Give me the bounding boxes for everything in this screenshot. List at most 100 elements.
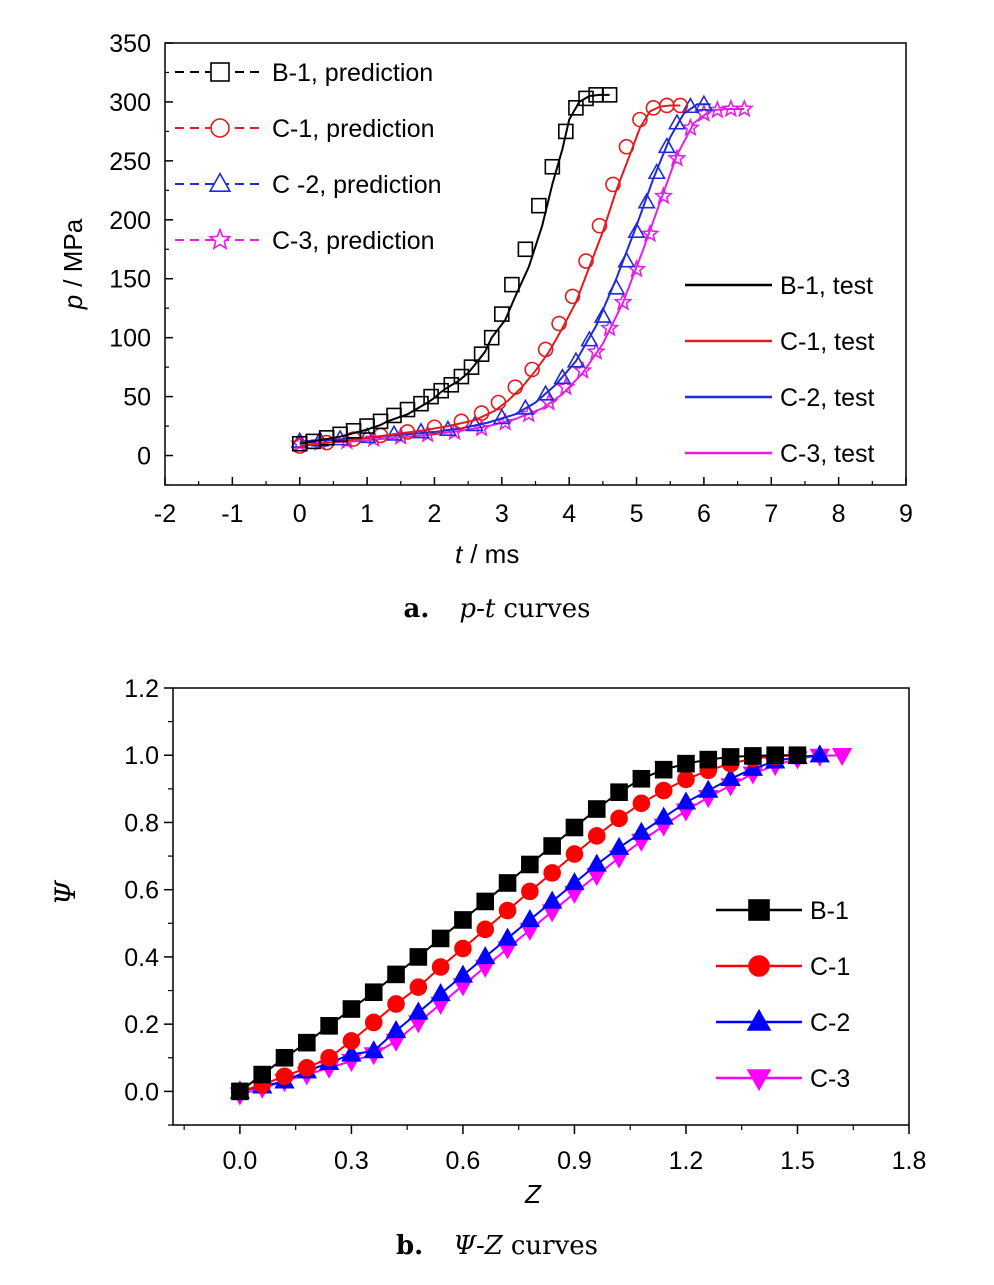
point-C-2 — [358, 426, 377, 444]
point-B-1 — [504, 276, 520, 293]
point-B-1 — [601, 87, 618, 103]
point-C-3 — [640, 223, 660, 243]
point-C-1 — [364, 1013, 383, 1032]
point-B-1 — [342, 1000, 361, 1018]
point-C-3 — [556, 376, 576, 396]
y-tick-label-a: 350 — [109, 30, 151, 58]
point-C-1 — [409, 978, 428, 996]
x-tick-label-a: 8 — [832, 500, 846, 528]
point-B-1 — [654, 760, 673, 779]
legend-marker-C-1 — [748, 955, 770, 977]
legend-test-label-C-3: C-3, test — [780, 440, 875, 468]
point-C-1 — [610, 809, 628, 828]
point-B-1 — [409, 948, 428, 966]
point-C-3 — [831, 748, 853, 767]
point-B-1 — [443, 377, 460, 393]
x-tick-label-a: -2 — [154, 500, 176, 528]
point-B-1 — [587, 800, 606, 818]
y-tick-label-b: 0.0 — [124, 1078, 159, 1106]
point-C-1 — [677, 770, 695, 789]
point-C-2 — [536, 384, 555, 401]
point-C-1 — [298, 1059, 316, 1077]
y-tick-label-a: 250 — [109, 148, 151, 176]
point-B-1 — [431, 929, 450, 948]
point-C-3 — [572, 360, 593, 379]
point-C-1 — [507, 379, 524, 395]
x-tick-label-a: 4 — [562, 500, 576, 528]
x-tick-label-a: 9 — [899, 500, 913, 528]
point-C-1 — [605, 176, 621, 193]
point-B-1 — [454, 911, 472, 929]
point-B-1 — [473, 346, 490, 362]
point-B-1 — [521, 855, 539, 874]
point-C-1 — [578, 253, 594, 269]
y-tick-label-a: 150 — [109, 266, 151, 294]
series-line-C-3 — [299, 108, 745, 445]
point-B-1 — [494, 306, 510, 322]
legend-label-C-3: C-3 — [810, 1065, 850, 1093]
point-B-1 — [433, 382, 449, 399]
point-C-3 — [599, 318, 620, 337]
legend-pred-label-C-2: C -2, prediction — [272, 171, 442, 199]
point-C-2 — [408, 1001, 429, 1020]
point-B-1 — [699, 750, 718, 769]
point-C-1 — [543, 864, 561, 882]
point-C-3 — [586, 341, 606, 361]
chart-a: -2 -1 0 1 2 3 4 5 6 7 8 9 0 50 100 150 200 250 300 350 t / m… — [58, 30, 913, 624]
point-B-1 — [298, 1033, 316, 1052]
point-C-3 — [707, 99, 728, 119]
point-C-1 — [320, 1048, 338, 1067]
point-C-1 — [537, 341, 554, 358]
caption-b: b. Ψ-Z curves — [396, 1231, 598, 1261]
point-B-1 — [253, 1065, 272, 1084]
point-C-1 — [498, 901, 517, 920]
legend-marker-C-2 — [746, 1008, 772, 1031]
x-tick-label-b: 0.0 — [223, 1147, 258, 1175]
point-C-1 — [591, 217, 608, 234]
point-C-2 — [720, 767, 741, 786]
point-B-1 — [677, 754, 695, 773]
point-C-2 — [593, 306, 612, 323]
legend-test-label-C-2: C-2, test — [780, 384, 875, 412]
y-tick-label-a: 100 — [109, 325, 151, 353]
legend-marker-C-3 — [746, 1069, 772, 1092]
point-B-1 — [517, 241, 534, 258]
point-C-1 — [275, 1067, 294, 1086]
x-axis-title-b: Z — [524, 1179, 542, 1209]
legend-pred-marker-B-1 — [210, 62, 230, 82]
point-C-2 — [492, 408, 511, 425]
point-C-2 — [653, 806, 674, 825]
point-C-2 — [637, 192, 656, 209]
point-C-3 — [667, 148, 687, 167]
point-C-1 — [473, 405, 490, 421]
point-B-1 — [320, 1017, 338, 1035]
x-tick-label-b: 1.5 — [780, 1147, 815, 1175]
legend-pred-marker-C-3 — [208, 227, 232, 251]
series-line-C-1 — [239, 754, 798, 1093]
x-tick-label-a: -1 — [221, 500, 243, 528]
point-C-2 — [809, 744, 830, 763]
point-B-1 — [568, 100, 584, 116]
point-C-2 — [519, 909, 541, 928]
point-C-2 — [475, 946, 496, 965]
point-C-2 — [553, 368, 572, 385]
point-C-3 — [613, 292, 633, 311]
point-B-1 — [558, 123, 574, 140]
point-C-2 — [430, 983, 451, 1002]
point-B-1 — [463, 359, 480, 375]
legend-marker-B-1 — [748, 899, 770, 921]
point-C-1 — [426, 419, 443, 436]
legend-pred-label-B-1: B-1, prediction — [272, 59, 433, 87]
caption-a: a. p-t curves — [404, 594, 591, 624]
point-C-2 — [694, 94, 713, 111]
point-C-1 — [632, 794, 651, 813]
point-C-2 — [452, 964, 474, 983]
y-tick-label-a: 50 — [123, 384, 151, 412]
point-C-2 — [667, 113, 687, 130]
point-C-1 — [524, 361, 540, 378]
point-B-1 — [483, 329, 500, 346]
point-B-1 — [345, 422, 362, 439]
point-C-1 — [342, 1032, 361, 1050]
y-tick-label-b: 0.8 — [124, 809, 159, 837]
